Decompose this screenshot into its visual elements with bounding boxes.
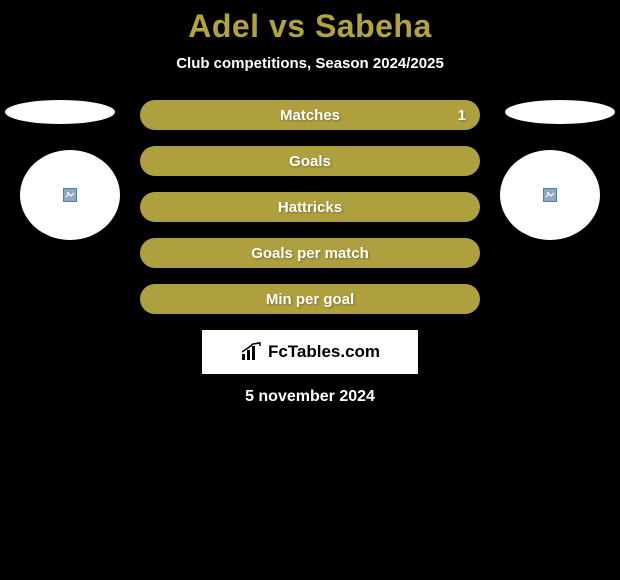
stat-label: Goals per match bbox=[251, 245, 369, 262]
stat-row-min-per-goal: Min per goal bbox=[140, 284, 480, 314]
player-left-ellipse bbox=[5, 100, 115, 124]
chart-icon bbox=[240, 342, 264, 362]
branding-text: FcTables.com bbox=[268, 342, 380, 362]
date-text: 5 november 2024 bbox=[0, 388, 620, 406]
player-left-avatar bbox=[20, 150, 120, 240]
stats-area: Matches 1 Goals Hattricks Goals per matc… bbox=[0, 100, 620, 314]
placeholder-icon bbox=[543, 188, 557, 202]
stat-label: Min per goal bbox=[266, 291, 354, 308]
player-right-avatar bbox=[500, 150, 600, 240]
stat-label: Matches bbox=[280, 107, 340, 124]
stat-row-matches: Matches 1 bbox=[140, 100, 480, 130]
branding-content: FcTables.com bbox=[240, 342, 380, 362]
stat-value: 1 bbox=[458, 107, 466, 124]
main-container: Adel vs Sabeha Club competitions, Season… bbox=[0, 0, 620, 406]
stat-row-goals: Goals bbox=[140, 146, 480, 176]
subtitle: Club competitions, Season 2024/2025 bbox=[0, 55, 620, 72]
stat-label: Hattricks bbox=[278, 199, 342, 216]
stat-label: Goals bbox=[289, 153, 331, 170]
stat-row-hattricks: Hattricks bbox=[140, 192, 480, 222]
branding-box: FcTables.com bbox=[202, 330, 418, 374]
stat-row-goals-per-match: Goals per match bbox=[140, 238, 480, 268]
stat-rows: Matches 1 Goals Hattricks Goals per matc… bbox=[140, 100, 480, 314]
page-title: Adel vs Sabeha bbox=[0, 8, 620, 45]
player-right-ellipse bbox=[505, 100, 615, 124]
placeholder-icon bbox=[63, 188, 77, 202]
